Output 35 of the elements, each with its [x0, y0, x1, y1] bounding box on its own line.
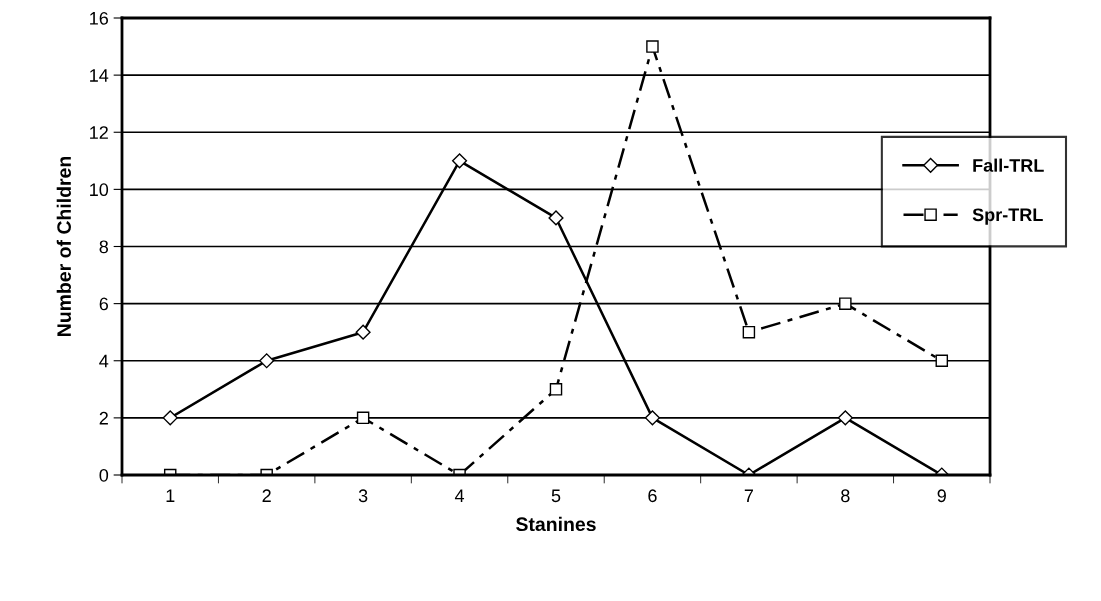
point [259, 353, 275, 369]
point [837, 410, 853, 426]
point [646, 40, 659, 53]
point [162, 410, 178, 426]
y-tick-label: 10 [90, 183, 109, 197]
point [356, 411, 370, 425]
legend-label: Fall-TRL [973, 158, 1044, 172]
x-tick-label: 8 [841, 489, 850, 503]
y-tick-label: 16 [90, 11, 109, 25]
point [355, 324, 371, 340]
y-tick-label: 8 [99, 240, 109, 254]
x-tick-label: 5 [551, 489, 561, 503]
x-tick-label: 3 [358, 489, 368, 503]
point [839, 297, 852, 310]
legend-label: Spr-TRL [972, 208, 1043, 225]
point [548, 210, 564, 226]
y-axis-title: Number of Children [56, 156, 71, 336]
x-tick-label: 6 [648, 489, 657, 503]
x-tick-label: 1 [166, 489, 175, 502]
point [549, 383, 563, 396]
y-tick-label: 4 [99, 354, 109, 368]
x-tick-label: 9 [937, 489, 946, 503]
point [644, 410, 661, 426]
y-tick-label: 6 [99, 297, 109, 311]
y-tick-label: 2 [99, 411, 108, 425]
x-tick-label: 7 [744, 489, 753, 502]
x-tick-label: 4 [454, 489, 465, 502]
y-tick-label: 12 [90, 126, 108, 139]
point [451, 153, 468, 169]
x-tick-label: 2 [262, 489, 271, 502]
x-axis-title: Stanines [516, 516, 596, 532]
point [935, 354, 949, 368]
y-tick-label: 14 [90, 69, 109, 82]
point [742, 325, 756, 339]
y-tick-label: 0 [99, 468, 109, 482]
